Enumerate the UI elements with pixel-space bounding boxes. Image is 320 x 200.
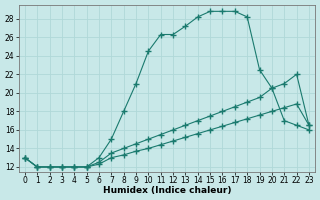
- X-axis label: Humidex (Indice chaleur): Humidex (Indice chaleur): [103, 186, 231, 195]
